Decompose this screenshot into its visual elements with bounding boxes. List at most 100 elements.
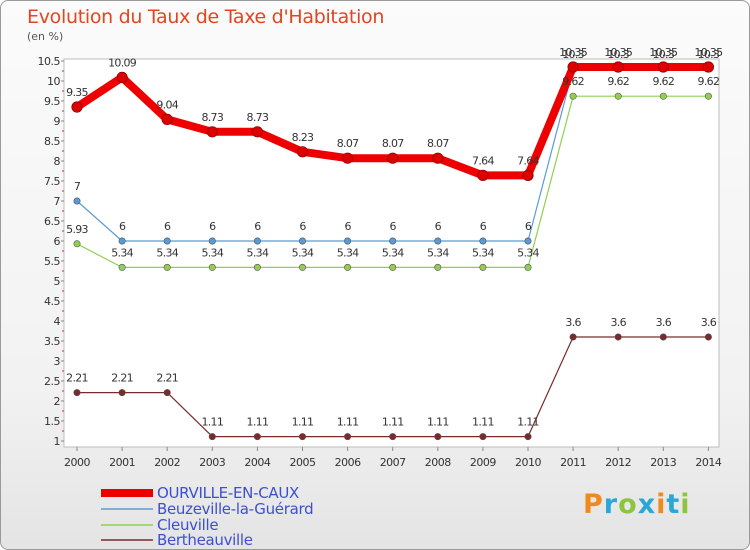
data-point <box>118 263 126 271</box>
data-point <box>163 237 171 245</box>
data-point <box>434 263 442 271</box>
data-label: 1.11 <box>201 416 223 429</box>
data-point <box>341 152 354 164</box>
data-point <box>253 433 261 441</box>
y-tick-label: 4.5 <box>44 295 60 308</box>
data-label: 6 <box>390 220 397 233</box>
data-label: 5.34 <box>156 246 178 259</box>
data-label: 6 <box>435 220 442 233</box>
data-label: 8.73 <box>201 111 223 124</box>
data-point <box>344 433 352 441</box>
data-label: 9.62 <box>698 75 720 88</box>
x-tick-label: 2002 <box>154 456 180 469</box>
x-tick-label: 2012 <box>605 456 631 469</box>
chart-unit: (en %) <box>27 30 64 43</box>
data-point <box>432 152 444 164</box>
data-label: 6 <box>209 220 216 233</box>
data-label: 5.93 <box>66 223 88 236</box>
data-label: 10.35 <box>649 46 678 59</box>
data-point <box>612 61 624 73</box>
data-point <box>163 389 171 397</box>
data-point <box>567 61 579 73</box>
y-tick-label: 8 <box>54 155 61 168</box>
data-point <box>251 126 263 138</box>
data-label: 8.07 <box>382 137 404 150</box>
data-label: 10.09 <box>108 56 137 69</box>
data-point <box>208 433 216 441</box>
data-label: 10.3 <box>652 48 674 61</box>
y-tick-label: 1 <box>54 435 61 448</box>
data-label: 1.11 <box>292 416 314 429</box>
logo-letter: t <box>666 489 681 520</box>
logo-letter: P <box>583 489 604 520</box>
data-label: 1.11 <box>337 416 359 429</box>
logo-letter: r <box>603 489 619 520</box>
logo-letter: x <box>637 489 657 520</box>
y-tick-label: 2 <box>54 395 61 408</box>
y-tick-label: 5 <box>54 275 61 288</box>
y-tick-label: 3.5 <box>44 335 60 348</box>
legend-label: OURVILLE-EN-CAUX <box>157 484 299 502</box>
x-tick-label: 2009 <box>470 456 496 469</box>
data-label: 3.6 <box>610 316 626 329</box>
data-label: 10.35 <box>694 46 723 59</box>
y-tick-label: 6 <box>54 235 61 248</box>
data-label: 5.34 <box>201 246 223 259</box>
series-layer <box>71 61 715 441</box>
data-point <box>116 71 128 84</box>
data-label: 1.11 <box>517 416 539 429</box>
data-label: 2.21 <box>156 372 178 385</box>
data-point <box>479 263 487 271</box>
data-label: 10.35 <box>559 46 588 59</box>
data-point <box>344 263 352 271</box>
data-point <box>479 433 487 441</box>
data-point <box>614 333 622 341</box>
data-point <box>389 263 397 271</box>
data-point <box>704 92 712 100</box>
data-label: 1.11 <box>382 416 404 429</box>
y-tick-label: 5.5 <box>44 255 60 268</box>
data-point <box>389 237 397 245</box>
logo-letter: i <box>656 489 667 520</box>
x-tick-label: 2007 <box>380 456 406 469</box>
data-point <box>208 237 216 245</box>
data-point <box>524 263 532 271</box>
data-label: 6 <box>164 220 171 233</box>
data-point <box>208 263 216 271</box>
x-tick-label: 2010 <box>515 456 541 469</box>
data-label: 6 <box>254 220 261 233</box>
x-tick-label: 2001 <box>109 456 135 469</box>
x-tick-label: 2000 <box>64 456 90 469</box>
data-label: 10.3 <box>698 48 720 61</box>
data-label: 7 <box>74 180 81 193</box>
data-label: 8.07 <box>337 137 359 150</box>
data-point <box>298 433 306 441</box>
data-label: 8.07 <box>427 137 449 150</box>
data-point <box>522 169 534 181</box>
axes: 1 1.5 2 2.5 3 3.5 4 4.5 5 5.5 6 6.5 7 7.5 8 8.5 9 9.5 10 10… <box>38 55 723 469</box>
data-label: 3.6 <box>701 316 717 329</box>
y-tick-label: 7.5 <box>44 175 60 188</box>
data-point <box>73 389 81 397</box>
data-point <box>434 433 442 441</box>
legend-label: Cleuville <box>157 516 218 534</box>
data-label: 3.6 <box>656 316 672 329</box>
data-label: 6 <box>525 220 532 233</box>
data-point <box>659 333 667 341</box>
data-label: 7.64 <box>472 154 494 167</box>
data-label: 1.11 <box>427 416 449 429</box>
data-label: 10.35 <box>604 46 633 59</box>
data-label: 9.62 <box>607 75 629 88</box>
x-tick-label: 2013 <box>650 456 676 469</box>
data-point <box>477 169 489 181</box>
data-label: 5.34 <box>472 246 494 259</box>
data-point <box>71 101 83 113</box>
data-label: 7.64 <box>517 154 539 167</box>
data-point <box>163 263 171 271</box>
x-tick-label: 2008 <box>425 456 451 469</box>
data-point <box>524 237 532 245</box>
data-label: 5.34 <box>337 246 359 259</box>
y-tick-label: 9.5 <box>44 95 60 108</box>
